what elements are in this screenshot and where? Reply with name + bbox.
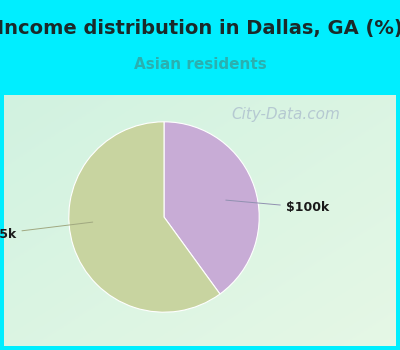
Text: $125k: $125k	[0, 222, 93, 241]
Text: Income distribution in Dallas, GA (%): Income distribution in Dallas, GA (%)	[0, 19, 400, 38]
Wedge shape	[69, 122, 220, 312]
Text: $100k: $100k	[226, 200, 329, 214]
Text: City-Data.com: City-Data.com	[232, 107, 341, 122]
Wedge shape	[164, 122, 259, 294]
Text: Asian residents: Asian residents	[134, 57, 266, 72]
